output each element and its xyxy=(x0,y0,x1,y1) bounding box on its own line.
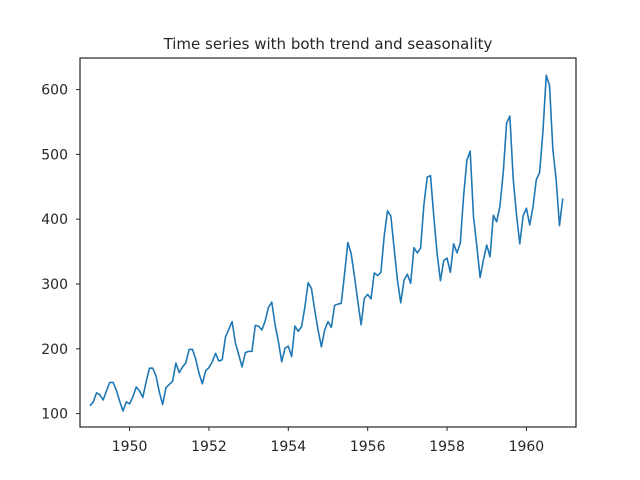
chart-title: Time series with both trend and seasonal… xyxy=(163,35,493,53)
x-tick-label: 1958 xyxy=(429,439,465,455)
x-tick-label: 1952 xyxy=(191,439,227,455)
y-tick-label: 300 xyxy=(41,277,68,293)
x-tick-label: 1950 xyxy=(112,439,148,455)
x-tick-label: 1960 xyxy=(509,439,545,455)
x-axis: 1950 1952 1954 1956 1958 1960 xyxy=(112,427,544,455)
x-tick-label: 1956 xyxy=(350,439,386,455)
y-tick-label: 100 xyxy=(41,407,68,423)
x-tick-label: 1954 xyxy=(270,439,306,455)
y-axis: 100 200 300 400 500 600 xyxy=(41,83,80,423)
y-tick-label: 600 xyxy=(41,83,68,99)
y-tick-label: 400 xyxy=(41,212,68,228)
series-line xyxy=(89,74,564,412)
y-tick-label: 500 xyxy=(41,147,68,163)
plot-frame xyxy=(79,57,577,428)
y-tick-label: 200 xyxy=(41,342,68,358)
